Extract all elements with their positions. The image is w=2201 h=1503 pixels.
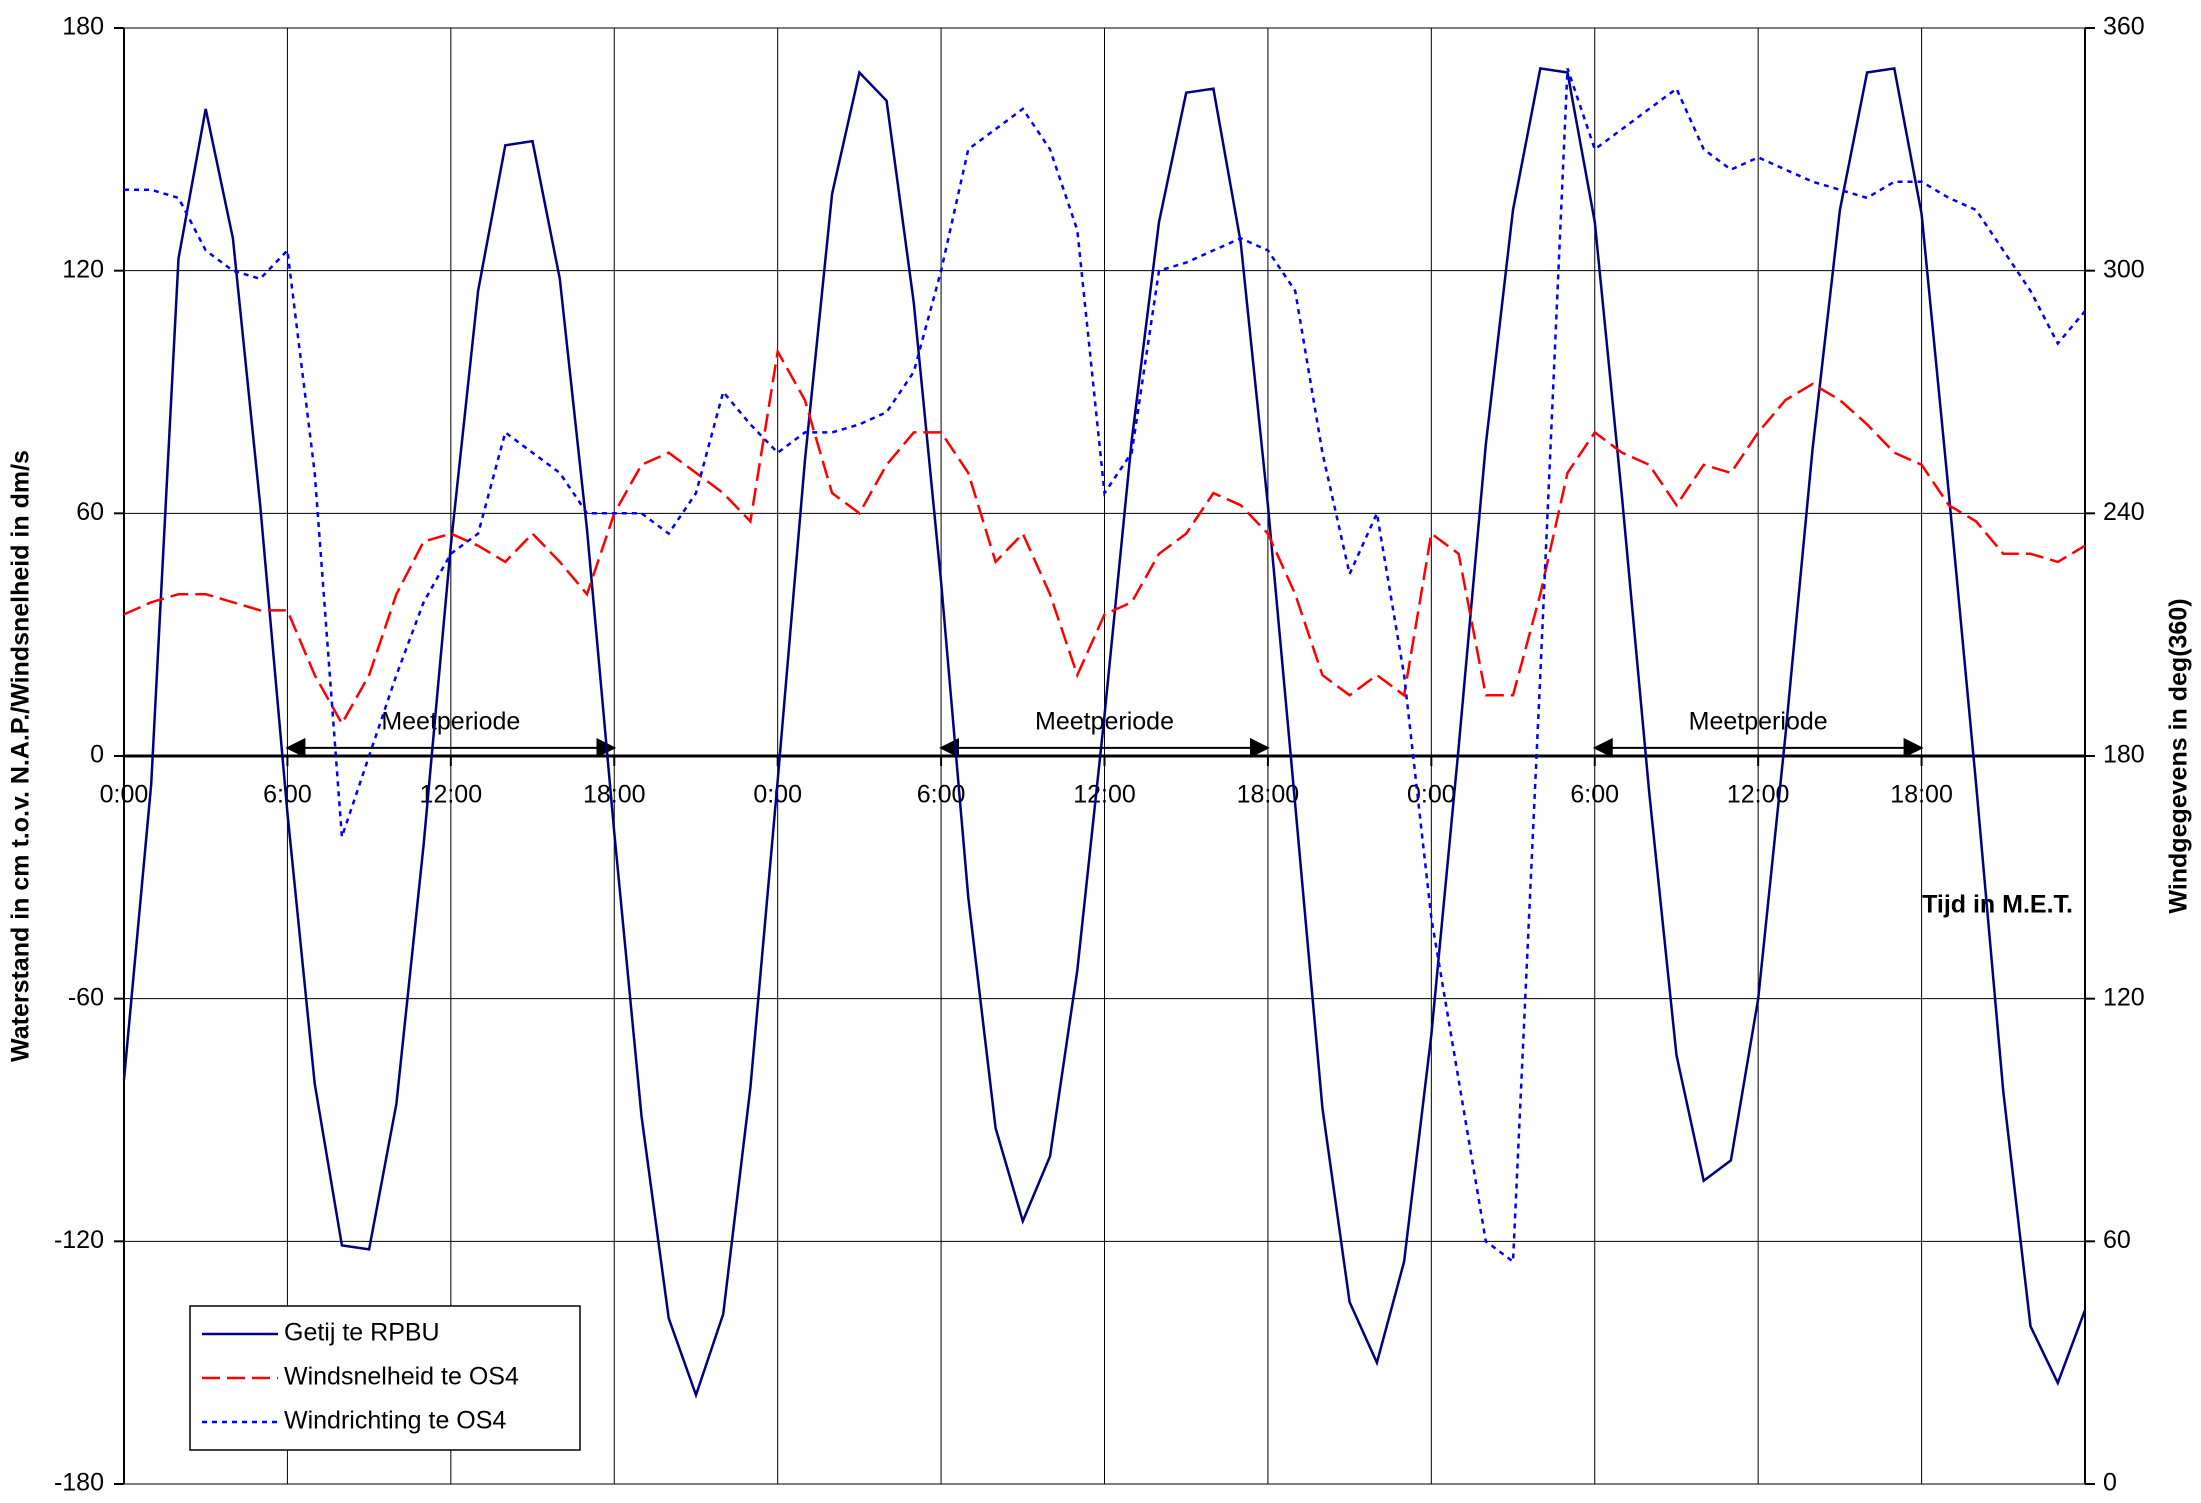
y-axis-title: Waterstand in cm t.o.v. N.A.P./Windsnelh…: [7, 450, 35, 1062]
series-line: [124, 68, 2086, 1265]
legend-label: Windsnelheid te OS4: [284, 1363, 519, 1391]
y-tick-label: 0: [90, 741, 104, 769]
x-tick-label: 6:00: [1570, 781, 1619, 809]
y2-tick-label: 120: [2103, 983, 2145, 1011]
y2-tick-label: 180: [2103, 741, 2145, 769]
y2-axis-title: Windgegevens in deg(360): [2165, 598, 2193, 913]
x-tick-label: 6:00: [917, 781, 966, 809]
legend-label: Getij te RPBU: [284, 1319, 440, 1347]
y2-tick-label: 0: [2103, 1469, 2117, 1497]
y2-tick-label: 240: [2103, 498, 2145, 526]
x-tick-label: 18:00: [583, 781, 646, 809]
y2-tick-label: 360: [2103, 13, 2145, 41]
y-tick-label: 180: [62, 13, 104, 41]
series-line: [123, 347, 2086, 727]
annotation-label: Meetperiode: [1689, 708, 1828, 736]
annotation-label: Meetperiode: [381, 708, 520, 736]
y-tick-label: 60: [76, 498, 104, 526]
y2-tick-label: 300: [2103, 255, 2145, 283]
y-tick-label: -60: [68, 983, 104, 1011]
x-tick-label: 0:00: [1407, 781, 1456, 809]
x-axis-title: Tijd in M.E.T.: [1922, 891, 2073, 919]
y-tick-label: 120: [62, 255, 104, 283]
legend-label: Windrichting te OS4: [284, 1407, 506, 1435]
series-line: [122, 66, 2087, 1399]
y-tick-label: -180: [54, 1469, 104, 1497]
x-tick-label: 18:00: [1890, 781, 1953, 809]
y2-tick-label: 60: [2103, 1226, 2131, 1254]
x-tick-label: 12:00: [1073, 781, 1136, 809]
y-tick-label: -120: [54, 1226, 104, 1254]
x-tick-label: 18:00: [1237, 781, 1300, 809]
